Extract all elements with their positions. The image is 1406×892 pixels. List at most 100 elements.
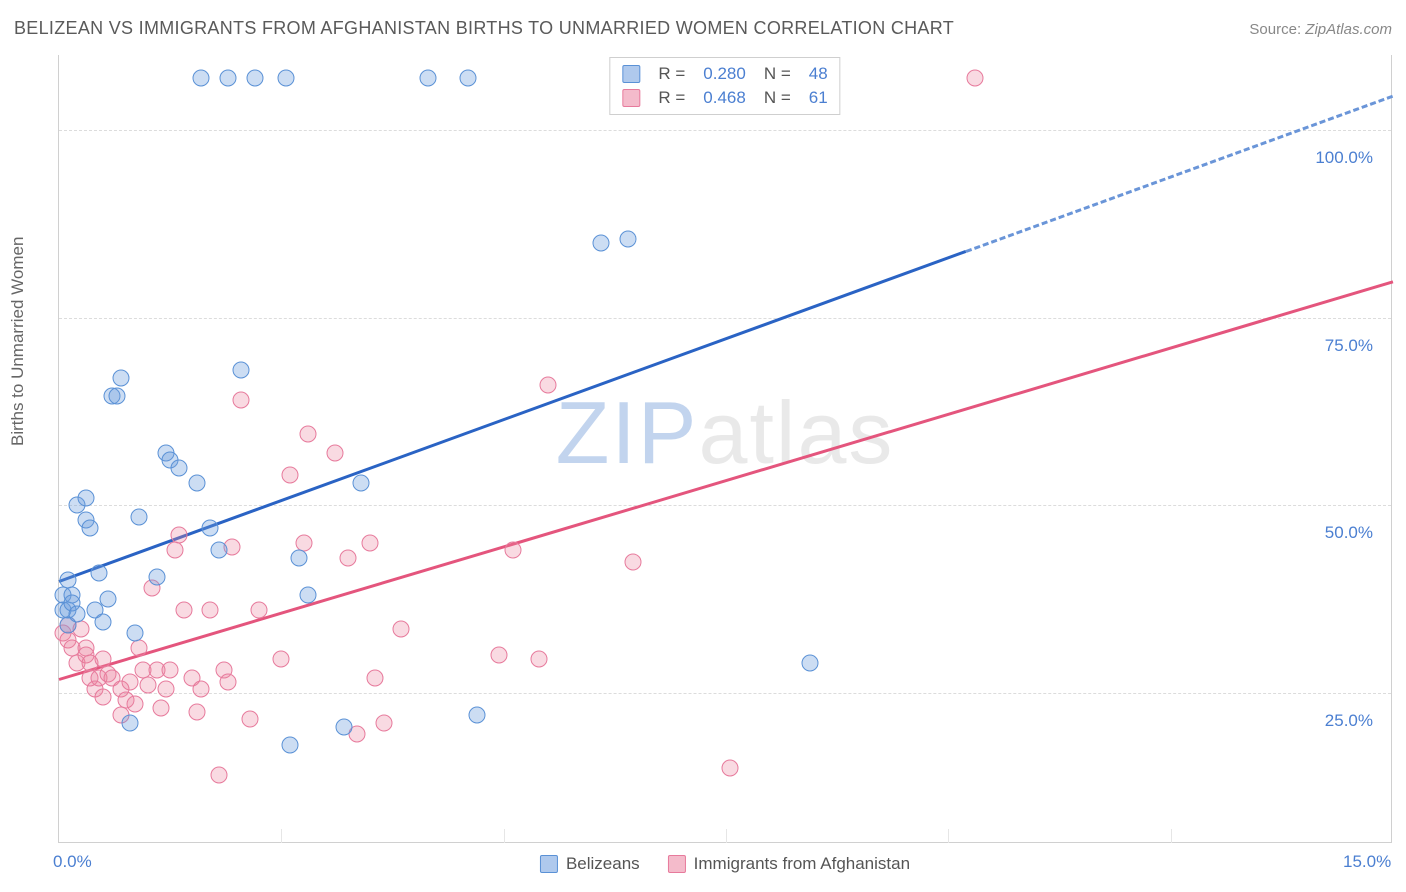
point-b [362, 534, 379, 551]
point-a [802, 654, 819, 671]
swatch-series-a [622, 65, 640, 83]
point-b [153, 699, 170, 716]
legend-label-b: Immigrants from Afghanistan [694, 854, 910, 874]
scatter-plot: ZIPatlas R = 0.280 N = 48 R = 0.468 N = … [58, 55, 1392, 843]
point-b [188, 703, 205, 720]
point-a [353, 474, 370, 491]
x-tick-label: 15.0% [1343, 852, 1391, 872]
tick-v [1171, 829, 1172, 843]
point-b [300, 425, 317, 442]
legend-correlation: R = 0.280 N = 48 R = 0.468 N = 61 [609, 57, 840, 115]
point-b [504, 542, 521, 559]
y-tick-label: 50.0% [1325, 523, 1373, 543]
point-b [233, 392, 250, 409]
gridline-h [59, 130, 1391, 131]
point-b [211, 767, 228, 784]
point-a [91, 564, 108, 581]
point-b [273, 651, 290, 668]
n-value-a: 48 [809, 62, 828, 86]
point-a [193, 69, 210, 86]
point-b [491, 647, 508, 664]
point-a [460, 69, 477, 86]
point-a [620, 230, 637, 247]
watermark-zip: ZIP [556, 383, 699, 482]
point-a [468, 707, 485, 724]
point-a [99, 591, 116, 608]
point-b [193, 681, 210, 698]
point-a [131, 508, 148, 525]
point-a [188, 474, 205, 491]
point-b [131, 639, 148, 656]
point-b [219, 673, 236, 690]
point-a [282, 737, 299, 754]
point-a [113, 369, 130, 386]
tick-v [726, 829, 727, 843]
point-a [277, 69, 294, 86]
point-b [326, 444, 343, 461]
legend-row-b: R = 0.468 N = 61 [622, 86, 827, 110]
point-a [77, 489, 94, 506]
point-b [967, 69, 984, 86]
n-value-b: 61 [809, 86, 828, 110]
point-b [340, 549, 357, 566]
swatch-series-b [622, 89, 640, 107]
point-b [95, 688, 112, 705]
legend-series: Belizeans Immigrants from Afghanistan [540, 854, 910, 874]
trendline-a-extrapolated [966, 95, 1394, 253]
point-b [251, 602, 268, 619]
tick-v [948, 829, 949, 843]
point-a [148, 568, 165, 585]
n-label: N = [764, 86, 791, 110]
point-b [157, 681, 174, 698]
r-label: R = [658, 62, 685, 86]
y-axis-title: Births to Unmarried Women [8, 237, 28, 446]
point-a [171, 459, 188, 476]
gridline-h [59, 693, 1391, 694]
point-a [122, 714, 139, 731]
point-b [722, 759, 739, 776]
point-b [540, 377, 557, 394]
point-a [593, 234, 610, 251]
point-b [242, 711, 259, 728]
source-credit: Source: ZipAtlas.com [1249, 21, 1392, 38]
point-a [82, 519, 99, 536]
watermark: ZIPatlas [556, 382, 895, 484]
n-label: N = [764, 62, 791, 86]
legend-item-a: Belizeans [540, 854, 640, 874]
point-a [202, 519, 219, 536]
y-tick-label: 100.0% [1315, 148, 1373, 168]
legend-row-a: R = 0.280 N = 48 [622, 62, 827, 86]
point-a [219, 69, 236, 86]
tick-v [504, 829, 505, 843]
point-a [420, 69, 437, 86]
title-bar: BELIZEAN VS IMMIGRANTS FROM AFGHANISTAN … [14, 18, 1392, 39]
point-a [233, 362, 250, 379]
point-a [126, 624, 143, 641]
point-b [393, 621, 410, 638]
legend-item-b: Immigrants from Afghanistan [668, 854, 910, 874]
y-tick-label: 25.0% [1325, 711, 1373, 731]
point-b [282, 467, 299, 484]
r-label: R = [658, 86, 685, 110]
point-b [162, 662, 179, 679]
x-tick-label: 0.0% [53, 852, 92, 872]
swatch-a-icon [540, 855, 558, 873]
swatch-b-icon [668, 855, 686, 873]
point-b [531, 651, 548, 668]
point-b [139, 677, 156, 694]
gridline-h [59, 318, 1391, 319]
point-b [171, 527, 188, 544]
watermark-atlas: atlas [699, 383, 895, 482]
point-a [300, 587, 317, 604]
point-a [211, 542, 228, 559]
point-b [202, 602, 219, 619]
point-b [624, 553, 641, 570]
r-value-b: 0.468 [703, 86, 746, 110]
point-a [68, 606, 85, 623]
point-b [126, 696, 143, 713]
point-a [291, 549, 308, 566]
point-b [175, 602, 192, 619]
chart-title: BELIZEAN VS IMMIGRANTS FROM AFGHANISTAN … [14, 18, 954, 39]
trendline-a [58, 250, 966, 583]
legend-label-a: Belizeans [566, 854, 640, 874]
